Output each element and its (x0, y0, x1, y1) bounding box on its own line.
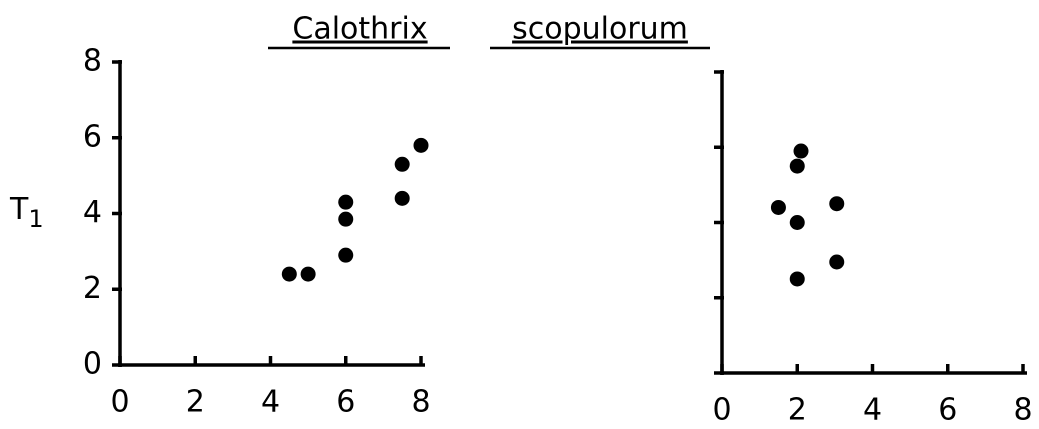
point (394, 190, 410, 206)
point (789, 158, 805, 174)
title-word: scopulorum (512, 12, 688, 47)
point (300, 266, 316, 282)
point (829, 254, 845, 270)
title-word: Calothrix (292, 12, 427, 47)
y-tick-label: 4 (83, 195, 102, 230)
x-tick-label: 2 (186, 385, 205, 420)
point (413, 137, 429, 153)
point (338, 211, 354, 227)
point (338, 194, 354, 210)
y-tick-label: 8 (83, 44, 102, 79)
point (789, 271, 805, 287)
point (793, 143, 809, 159)
x-tick-label: 6 (938, 393, 957, 428)
x-tick-label: 0 (712, 393, 731, 428)
x-tick-label: 4 (261, 385, 280, 420)
point (281, 266, 297, 282)
x-tick-label: 4 (863, 393, 882, 428)
point (789, 215, 805, 230)
x-tick-label: 6 (336, 385, 355, 420)
x-tick-label: 0 (110, 385, 129, 420)
y-axis-label: T1 (9, 192, 44, 234)
y-tick-label: 6 (83, 119, 102, 154)
x-tick-label: 2 (788, 393, 807, 428)
point (770, 199, 786, 215)
point (394, 156, 410, 172)
y-label-subscript: 1 (28, 205, 43, 233)
point (829, 196, 845, 212)
y-label-main: T (9, 192, 29, 227)
y-tick-label: 2 (83, 271, 102, 306)
point (338, 247, 354, 263)
y-tick-label: 0 (83, 347, 102, 382)
x-tick-label: 8 (1013, 393, 1032, 428)
x-tick-label: 8 (411, 385, 430, 420)
